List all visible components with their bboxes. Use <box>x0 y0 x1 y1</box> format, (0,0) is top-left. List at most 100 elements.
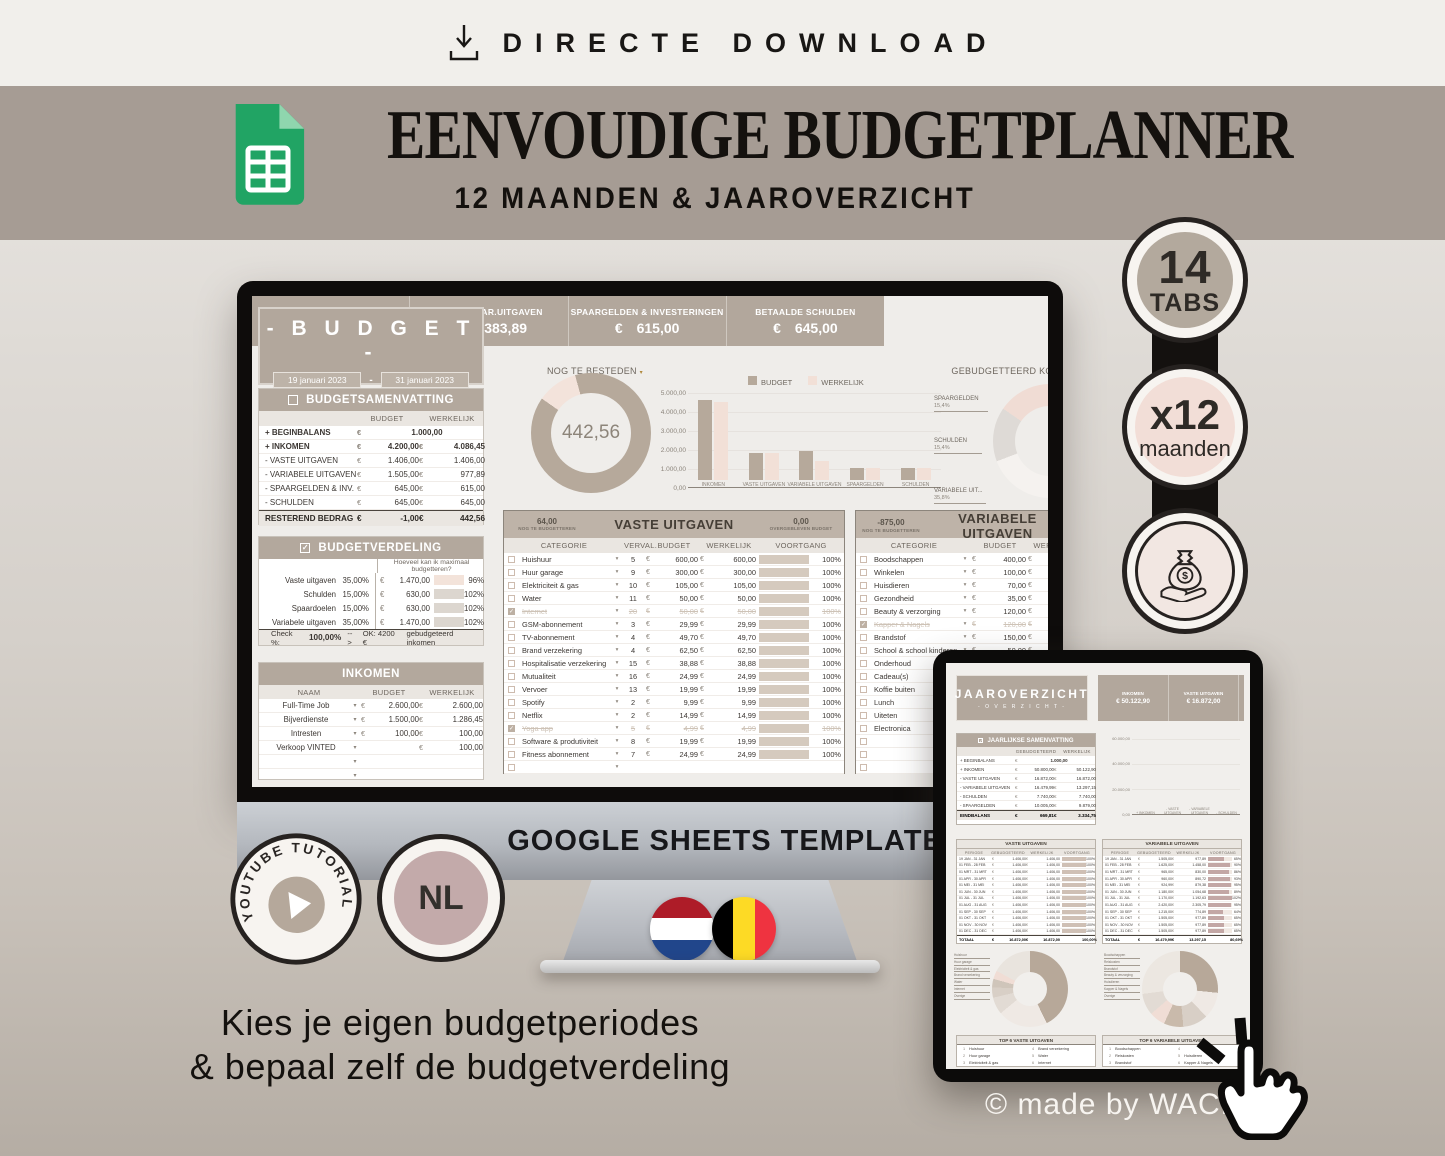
dropdown-caret-icon[interactable]: ▾ <box>615 751 619 757</box>
row-checkbox[interactable] <box>508 750 515 758</box>
row-checkbox[interactable] <box>508 737 515 745</box>
monthly-total: TOTAAL €16.479,99 €13.297,15 80,69% <box>1103 935 1243 943</box>
row-checkbox[interactable] <box>508 763 515 771</box>
dropdown-caret-icon[interactable]: ▾ <box>963 608 967 614</box>
dropdown-caret-icon[interactable]: ▾ <box>353 731 357 737</box>
expense-row: Elektriciteit & gas ▾ 10 € 105,00 € 105,… <box>504 579 844 592</box>
row-checkbox[interactable] <box>860 763 867 771</box>
dropdown-caret-icon[interactable]: ▾ <box>615 712 619 718</box>
sam-row: - SPAARGELDEN €10.005,00 €9.879,00 <box>957 801 1096 810</box>
dropdown-caret-icon[interactable]: ▾ <box>353 773 357 779</box>
progress-bar <box>759 710 809 720</box>
dropdown-caret-icon[interactable]: ▾ <box>615 556 619 562</box>
row-checkbox[interactable] <box>508 633 515 641</box>
row-checkbox[interactable] <box>860 620 867 628</box>
row-checkbox[interactable] <box>860 685 867 693</box>
top-item: 2 Reiskosten <box>1109 1053 1134 1058</box>
dropdown-caret-icon[interactable]: ▾ <box>615 673 619 679</box>
youtube-tutorial-badge[interactable]: YOUTUBE TUTORIAL <box>221 824 370 973</box>
badge-x12-months[interactable]: x12 maanden <box>1122 364 1248 490</box>
annual-bar-groups: + INKOMEN - VASTE UITGAVEN - VARIABELE U… <box>1132 739 1240 815</box>
row-checkbox[interactable] <box>508 659 515 667</box>
row-checkbox[interactable] <box>860 659 867 667</box>
dropdown-caret-icon[interactable]: ▾ <box>963 595 967 601</box>
dropdown-caret-icon[interactable]: ▾ <box>615 621 619 627</box>
row-checkbox[interactable] <box>860 750 867 758</box>
dropdown-caret-icon[interactable]: ▾ <box>353 717 357 723</box>
annual-bar-chart: 60.000,00 40.000,00 20.000,00 0,00 + INKOME… <box>1106 733 1244 833</box>
dropdown-caret-icon[interactable]: ▾ <box>615 595 619 601</box>
row-checkbox[interactable] <box>860 646 867 654</box>
expense-row: Mutualiteit ▾ 16 € 24,99 € 24,99 100% <box>504 670 844 683</box>
row-checkbox[interactable] <box>508 607 515 615</box>
dropdown-caret-icon[interactable]: ▾ <box>353 759 357 765</box>
dropdown-caret-icon[interactable]: ▾ <box>963 582 967 588</box>
dropdown-caret-icon[interactable]: ▾ <box>353 745 357 751</box>
badge-nl-language[interactable]: NL <box>377 834 505 962</box>
dropdown-caret-icon[interactable]: ▾ <box>963 569 967 575</box>
template-label: GOOGLE SHEETS TEMPLATE <box>507 824 943 857</box>
small-caret-icon[interactable]: ▾ <box>639 370 643 376</box>
netherlands-flag-icon <box>650 897 714 961</box>
dropdown-caret-icon[interactable]: ▾ <box>615 738 619 744</box>
row-checkbox[interactable] <box>508 555 515 563</box>
summary-col-budget: BUDGET <box>370 414 404 423</box>
dropdown-caret-icon[interactable]: ▾ <box>615 725 619 731</box>
dropdown-caret-icon[interactable]: ▾ <box>963 556 967 562</box>
row-checkbox[interactable] <box>860 555 867 563</box>
inkomen-row: Full-Time Job ▾ € 2.600,00 € 2.600,00 <box>259 699 483 713</box>
spreadsheet-screen: - B U D G E T - 19 januari 2023 - 31 jan… <box>252 296 1048 787</box>
direct-download-banner[interactable]: DIRECTE DOWNLOAD <box>0 0 1445 86</box>
inkomen-row: ▾ <box>259 755 483 769</box>
summary-checkbox[interactable] <box>288 395 299 405</box>
dropdown-caret-icon[interactable]: ▾ <box>353 703 357 709</box>
download-icon <box>449 25 478 61</box>
footer-line-2: & bepaal zelf de budgetverdeling <box>189 1046 731 1087</box>
verdeling-row: Schulden 15,00% € 630,00 102% <box>259 587 484 601</box>
row-checkbox[interactable] <box>508 594 515 602</box>
row-checkbox[interactable] <box>508 646 515 654</box>
row-checkbox[interactable] <box>508 620 515 628</box>
dropdown-caret-icon[interactable]: ▾ <box>615 634 619 640</box>
row-checkbox[interactable] <box>860 672 867 680</box>
row-checkbox[interactable] <box>508 581 515 589</box>
row-checkbox[interactable] <box>508 672 515 680</box>
click-cursor-icon <box>1196 1017 1308 1140</box>
dropdown-caret-icon[interactable]: ▾ <box>963 634 967 640</box>
start-date-field[interactable]: 19 januari 2023 <box>273 372 362 388</box>
dropdown-caret-icon[interactable]: ▾ <box>615 699 619 705</box>
verdeling-checkbox[interactable] <box>300 543 311 553</box>
row-checkbox[interactable] <box>860 698 867 706</box>
budget-period-card: - B U D G E T - 19 januari 2023 - 31 jan… <box>258 307 484 397</box>
row-checkbox[interactable] <box>860 581 867 589</box>
dropdown-caret-icon[interactable]: ▾ <box>615 582 619 588</box>
overview-bar-chart: BUDGET WERKELIJK 5.000,00 4.000,00 3.000,00… <box>648 376 944 494</box>
row-checkbox[interactable] <box>860 633 867 641</box>
dropdown-caret-icon[interactable]: ▾ <box>963 621 967 627</box>
row-checkbox[interactable] <box>508 698 515 706</box>
dropdown-caret-icon[interactable]: ▾ <box>615 660 619 666</box>
dropdown-caret-icon[interactable]: ▾ <box>615 608 619 614</box>
monthly-row: 01 MRT - 31 MRT €965,00 €830,00 86% <box>1103 869 1241 876</box>
row-checkbox[interactable] <box>508 724 515 732</box>
row-checkbox[interactable] <box>860 594 867 602</box>
row-checkbox[interactable] <box>508 711 515 719</box>
dropdown-caret-icon[interactable]: ▾ <box>615 647 619 653</box>
badge-14-tabs[interactable]: 14 TABS <box>1122 217 1248 343</box>
badge-money[interactable]: $ <box>1122 508 1248 634</box>
row-checkbox[interactable] <box>860 607 867 615</box>
row-checkbox[interactable] <box>860 711 867 719</box>
sam-rows: + BEGINBALANS €1.000,00 + INKOMEN €50.80… <box>957 756 1096 810</box>
sam-checkbox[interactable] <box>978 738 984 743</box>
expense-row: Boodschappen ▾ € 400,00 € 260,67 <box>856 553 1048 566</box>
dropdown-caret-icon[interactable]: ▾ <box>615 569 619 575</box>
end-date-field[interactable]: 31 januari 2023 <box>380 372 469 388</box>
verdeling-check-row: Check %: 100,00% --> OK: 4200 € gebudget… <box>259 629 483 647</box>
row-checkbox[interactable] <box>508 685 515 693</box>
row-checkbox[interactable] <box>860 568 867 576</box>
dropdown-caret-icon[interactable]: ▾ <box>615 686 619 692</box>
row-checkbox[interactable] <box>860 724 867 732</box>
row-checkbox[interactable] <box>860 737 867 745</box>
dropdown-caret-icon[interactable]: ▾ <box>615 764 619 770</box>
row-checkbox[interactable] <box>508 568 515 576</box>
